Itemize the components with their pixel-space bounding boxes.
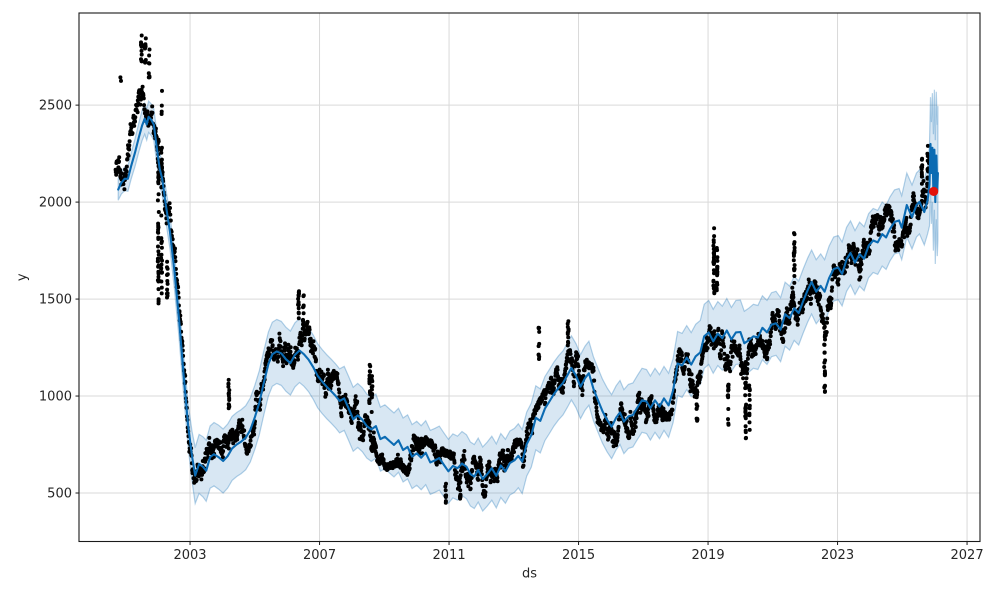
- x-tick-label: 2003: [173, 548, 206, 563]
- y-tick-label: 500: [47, 487, 72, 502]
- x-tick-label: 2023: [821, 548, 854, 563]
- x-tick-label: 2015: [562, 548, 595, 563]
- x-tick-label: 2027: [951, 548, 984, 563]
- y-tick-label: 1000: [39, 390, 72, 405]
- highlight-point: [929, 186, 939, 197]
- forecast-line: [117, 115, 939, 481]
- y-axis-label: y: [15, 273, 30, 281]
- x-tick-label: 2011: [433, 548, 466, 563]
- x-axis-label: ds: [522, 567, 537, 582]
- y-tick-label: 2500: [39, 99, 72, 114]
- axes-frame: [78, 12, 981, 543]
- axis-ticks-and-labels: 2003 2007 2011 2015 2019 2023 2027 500 1000 1500 2…: [39, 99, 984, 563]
- y-tick-label: 2000: [39, 196, 72, 211]
- x-tick-label: 2019: [692, 548, 725, 563]
- y-tick-label: 1500: [39, 293, 72, 308]
- x-tick-label: 2007: [303, 548, 336, 563]
